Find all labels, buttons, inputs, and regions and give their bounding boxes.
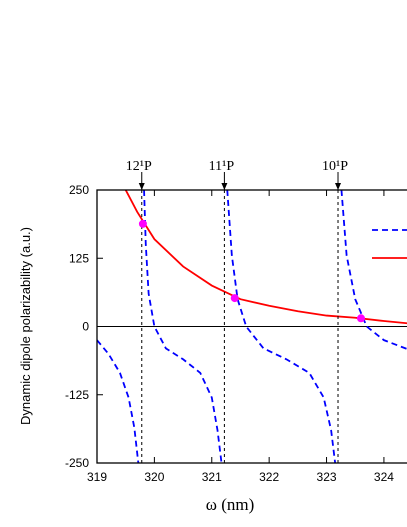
plot	[97, 190, 407, 463]
arrow-head	[335, 183, 342, 190]
x-tick-label: 321	[202, 470, 222, 484]
series-line	[124, 190, 407, 325]
x-axis-label: ω (nm)	[206, 495, 255, 514]
x-tick-label: 322	[259, 470, 279, 484]
x-tick-label: 320	[144, 470, 164, 484]
y-axis-label: Dynamic dipole polarizability (a.u.)	[18, 227, 33, 425]
point	[230, 294, 239, 303]
y-tick-label: 250	[69, 183, 89, 197]
annotation-label: 10¹P	[322, 159, 348, 174]
point	[356, 314, 365, 323]
y-tick-label: -125	[65, 388, 89, 402]
annotation-label: 11¹P	[209, 159, 235, 174]
annotation-label: 12¹P	[126, 159, 152, 174]
y-tick-label: 0	[82, 320, 89, 334]
y-tick-label: -250	[65, 456, 89, 470]
plot-frame	[96, 189, 407, 464]
x-tick-label: 323	[317, 470, 337, 484]
arrow-head	[138, 183, 145, 190]
series-line	[97, 190, 407, 463]
y-tick-label: 125	[69, 251, 89, 265]
point	[138, 219, 147, 228]
arrow-head	[221, 183, 228, 190]
x-tick-label: 324	[374, 470, 394, 484]
x-tick-label: 319	[87, 470, 107, 484]
